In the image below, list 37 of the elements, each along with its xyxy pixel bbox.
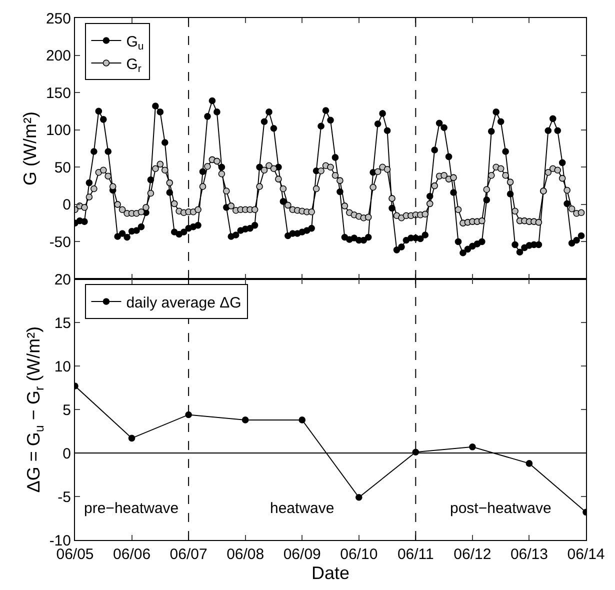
legend-label: daily average ΔG	[126, 294, 242, 312]
point	[128, 434, 136, 442]
x-tick-label: 06/07	[170, 546, 208, 563]
x-tick-label: 06/10	[340, 546, 378, 563]
legend-label: G$_{r}$	[126, 56, 142, 75]
point	[185, 411, 192, 418]
y-tick-label: 20	[54, 271, 71, 288]
x-tick-label: 06/14	[567, 546, 605, 563]
legend-label: G$_{u}$	[126, 33, 144, 52]
y-tick-label: -50	[49, 234, 71, 251]
y-tick-label: 5	[62, 402, 71, 419]
y-tick-label: 0	[62, 445, 71, 462]
y-tick-label: 50	[54, 159, 71, 176]
x-tick-label: 06/08	[226, 546, 264, 563]
point	[526, 460, 533, 467]
y-tick-label: 10	[54, 358, 71, 376]
y-tick-label: -5	[58, 488, 71, 506]
x-tick-label: 06/12	[454, 546, 492, 563]
point	[298, 416, 306, 424]
annotation: heatwave	[270, 500, 334, 517]
y-tick-label: 15	[54, 314, 71, 332]
point	[355, 494, 362, 501]
x-tick-label: 06/06	[113, 546, 151, 563]
y-tick-label: 200	[46, 48, 71, 65]
x-axis-title: Date	[311, 563, 350, 583]
y-tick-label: 0	[62, 196, 71, 214]
y-tick-label: 150	[46, 84, 71, 102]
annotation: post−heatwave	[450, 500, 552, 517]
y-axis-title: G (W/m²)	[20, 112, 40, 186]
x-tick-label: 06/09	[283, 546, 321, 563]
x-tick-label: 06/11	[397, 546, 434, 563]
x-tick-label: 06/13	[510, 546, 548, 563]
annotation: pre−heatwave	[84, 500, 179, 517]
point	[242, 416, 249, 424]
point	[469, 444, 476, 450]
y-tick-label: 250	[46, 10, 71, 28]
y-tick-label: 100	[46, 122, 71, 140]
